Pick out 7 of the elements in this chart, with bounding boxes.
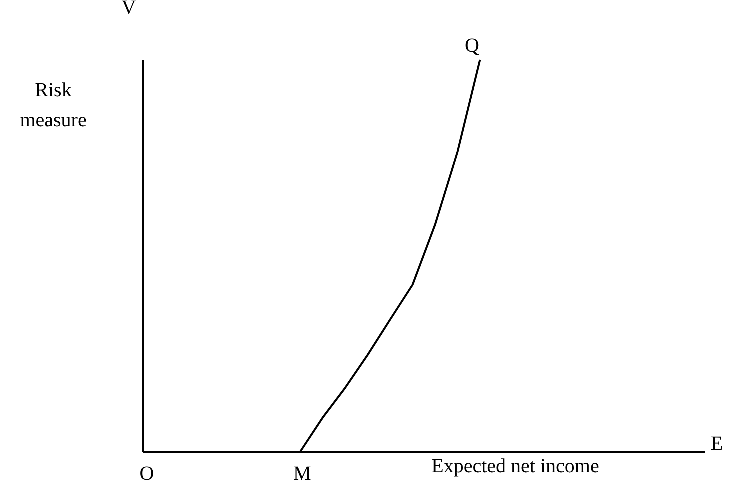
x-axis-title: Expected net income bbox=[432, 456, 600, 478]
text: Q bbox=[464, 35, 480, 57]
text: E bbox=[710, 433, 724, 455]
text: V bbox=[122, 0, 137, 19]
y-axis-title: Risk measure bbox=[20, 80, 87, 132]
text: O bbox=[140, 463, 154, 485]
text: M bbox=[293, 463, 312, 485]
